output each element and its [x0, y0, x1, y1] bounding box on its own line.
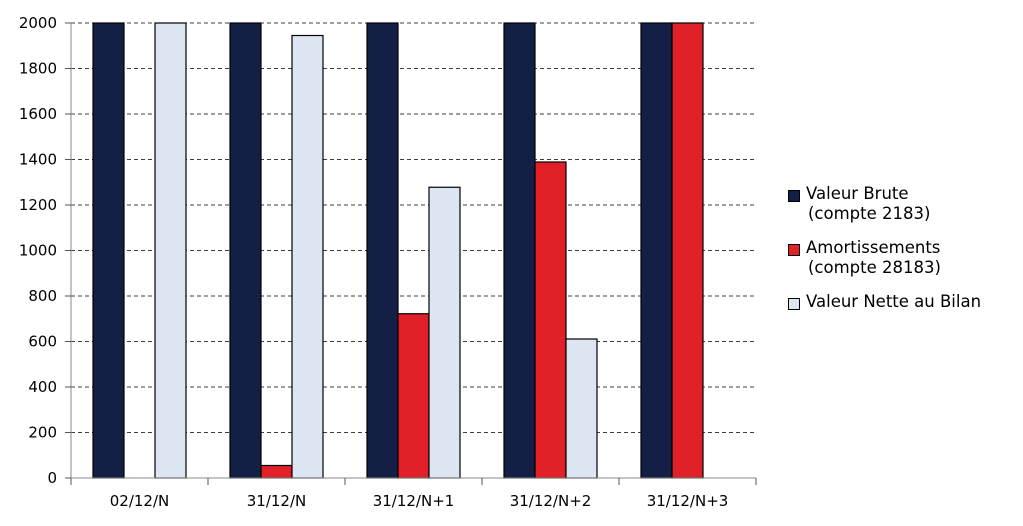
bar-chart: 0 200 400 600 800 1000 1200 1400 1600 1800 2000 02…: [19, 14, 757, 510]
bar-amortissements-31-12-n: [260, 464, 293, 479]
legend-item-amortissements: Amortissements (compte 28183): [788, 238, 1018, 278]
x-tick-label-31-12-n-1: 31/12/N+1: [373, 492, 455, 510]
y-tick-label-800: 800: [28, 287, 57, 305]
legend-label-valeur-nette: Valeur Nette au Bilan: [806, 292, 982, 311]
legend-sublabel-valeur-brute: (compte 2183): [808, 204, 931, 223]
legend-item-valeur-nette: Valeur Nette au Bilan: [788, 292, 1018, 312]
bar-valeur-nette-au-bilan-31-12-n-2: [565, 338, 598, 479]
y-axis-ticks: 0 200 400 600 800 1000 1200 1400 1600 1800 2000: [19, 14, 71, 487]
bars: [92, 22, 704, 479]
y-tick-label-2000: 2000: [19, 14, 57, 32]
legend-item-valeur-brute: Valeur Brute (compte 2183): [788, 184, 1018, 224]
legend-sublabel-amortissements: (compte 28183): [808, 258, 941, 277]
y-tick-label-1800: 1800: [19, 60, 57, 78]
x-tick-label-02-12-n: 02/12/N: [110, 492, 170, 510]
legend-swatch-valeur-brute: [788, 190, 800, 202]
y-tick-label-1200: 1200: [19, 196, 57, 214]
legend: Valeur Brute (compte 2183) Amortissement…: [788, 184, 1018, 326]
bar-valeur-brute-31-12-n-3: [640, 22, 673, 479]
bar-valeur-nette-au-bilan-02-12-n: [154, 22, 187, 479]
legend-label-amortissements: Amortissements: [806, 238, 941, 257]
x-tick-label-31-12-n-2: 31/12/N+2: [510, 492, 592, 510]
x-axis-ticks: 02/12/N 31/12/N 31/12/N+1 31/12/N+2 31/12/N+…: [70, 478, 757, 510]
bar-amortissements-31-12-n-1: [397, 313, 430, 479]
bar-valeur-brute-31-12-n-2: [503, 22, 536, 479]
legend-swatch-valeur-nette: [788, 298, 800, 310]
x-tick-label-31-12-n-3: 31/12/N+3: [647, 492, 729, 510]
legend-swatch-amortissements: [788, 244, 800, 256]
y-tick-label-0: 0: [47, 469, 57, 487]
legend-label-valeur-brute: Valeur Brute: [806, 184, 909, 203]
y-tick-label-1400: 1400: [19, 151, 57, 169]
y-tick-label-600: 600: [28, 333, 57, 351]
y-tick-label-1000: 1000: [19, 242, 57, 260]
x-tick-label-31-12-n: 31/12/N: [247, 492, 307, 510]
y-tick-label-1600: 1600: [19, 105, 57, 123]
bar-valeur-nette-au-bilan-31-12-n-1: [428, 186, 461, 479]
bar-amortissements-31-12-n-3: [671, 22, 704, 479]
y-tick-label-400: 400: [28, 378, 57, 396]
bar-valeur-brute-02-12-n: [92, 22, 125, 479]
bar-valeur-nette-au-bilan-31-12-n: [291, 34, 324, 479]
bar-valeur-brute-31-12-n-1: [366, 22, 399, 479]
y-tick-label-200: 200: [28, 424, 57, 442]
bar-valeur-brute-31-12-n: [229, 22, 262, 479]
bar-amortissements-31-12-n-2: [534, 161, 567, 479]
